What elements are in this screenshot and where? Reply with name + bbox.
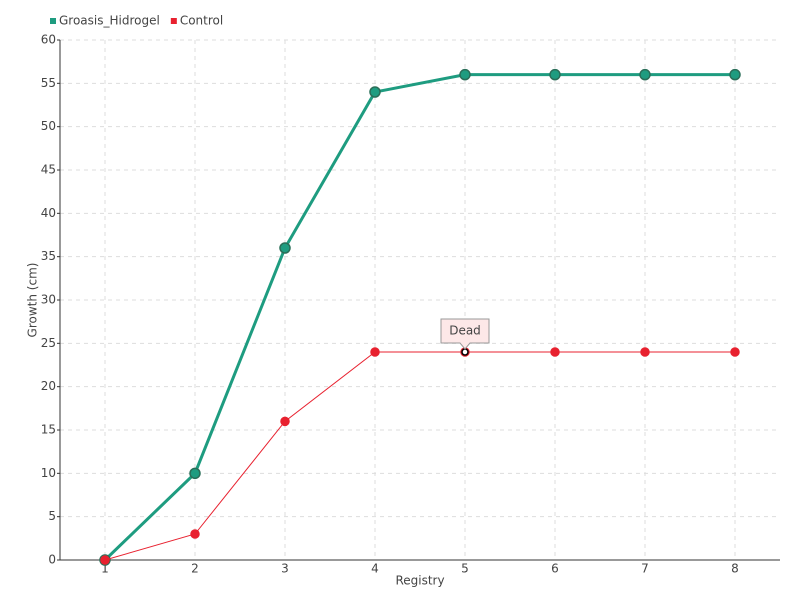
y-tick-label: 50 xyxy=(41,119,56,133)
point xyxy=(189,467,201,480)
y-tick-label: 20 xyxy=(41,379,56,393)
legend-swatch xyxy=(50,18,56,24)
y-tick-label: 10 xyxy=(41,466,56,480)
y-tick-label: 60 xyxy=(41,33,56,47)
y-tick-label: 5 xyxy=(48,509,56,523)
y-tick-label: 30 xyxy=(41,293,56,307)
point xyxy=(280,416,290,427)
x-tick-label: 8 xyxy=(731,562,739,576)
legend-label: Groasis_Hidrogel xyxy=(59,14,160,28)
x-tick-label: 7 xyxy=(641,562,649,576)
y-tick-label: 15 xyxy=(41,423,56,437)
y-tick-label: 45 xyxy=(41,163,56,177)
x-tick-label: 4 xyxy=(371,562,379,576)
point xyxy=(369,86,381,98)
point xyxy=(279,242,291,254)
point xyxy=(550,347,560,357)
point xyxy=(370,347,380,357)
series-line xyxy=(104,351,735,561)
y-tick-label: 0 xyxy=(48,553,56,567)
x-tick-label: 3 xyxy=(281,562,289,576)
point xyxy=(730,347,740,357)
annotation-point xyxy=(461,348,469,356)
point xyxy=(459,68,471,81)
y-tick-label: 40 xyxy=(41,206,56,220)
x-axis-label: Registry xyxy=(395,574,444,588)
annotation-label: Dead xyxy=(449,324,481,338)
y-tick-label: 35 xyxy=(41,249,56,263)
point xyxy=(639,68,651,81)
point xyxy=(100,555,110,565)
point xyxy=(190,529,200,539)
y-tick-label: 25 xyxy=(41,336,56,350)
series-line xyxy=(103,73,735,562)
x-tick-label: 2 xyxy=(191,562,199,576)
legend-swatch xyxy=(170,18,177,24)
x-tick-label: 6 xyxy=(551,562,559,576)
annotation-box xyxy=(440,318,490,350)
point xyxy=(549,68,561,81)
y-axis-label: Growth (cm) xyxy=(26,263,40,338)
point xyxy=(729,68,741,81)
y-tick-label: 55 xyxy=(41,76,56,90)
x-tick-label: 1 xyxy=(101,562,109,576)
x-tick-label: 5 xyxy=(461,562,469,576)
point xyxy=(640,347,650,357)
legend-label: Control xyxy=(180,14,223,28)
